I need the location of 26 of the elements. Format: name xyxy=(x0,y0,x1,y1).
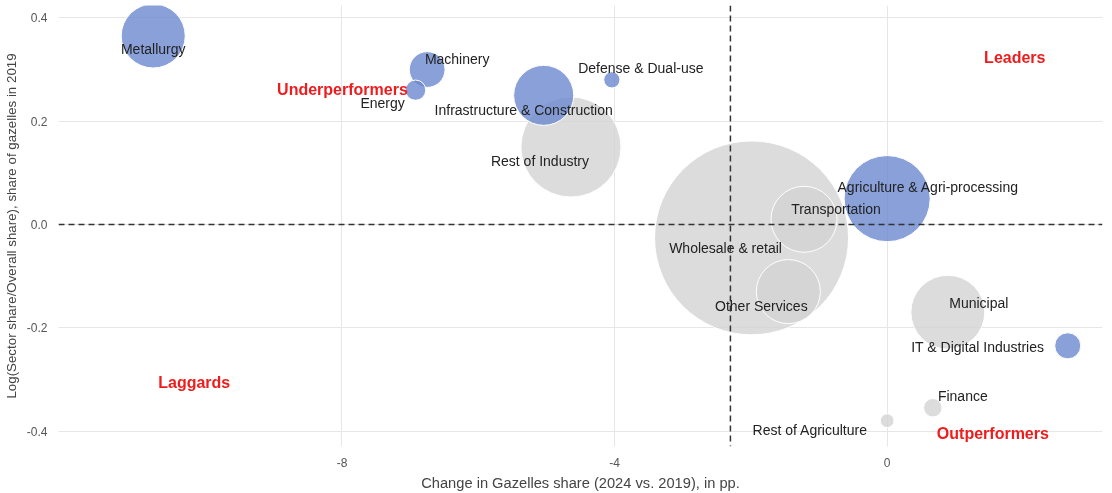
annotation: IT & Digital Industries xyxy=(911,338,1045,355)
annotation: Defense & Dual-use xyxy=(578,59,704,76)
annotation: Wholesale & retail xyxy=(669,239,782,256)
annotation: Rest of Industry xyxy=(490,152,589,169)
annotation: Other Services xyxy=(715,297,808,314)
x-tick-label: -8 xyxy=(336,455,348,470)
annotation: Outperformers xyxy=(936,424,1049,442)
annotation: Machinery xyxy=(424,50,490,67)
x-axis-title: Change in Gazelles share (2024 vs. 2019), in pp. xyxy=(421,474,740,491)
y-tick-label: 0.4 xyxy=(30,11,48,26)
annotation: Transportation xyxy=(791,201,881,218)
y-tick-label: 0.2 xyxy=(30,114,48,129)
annotation: Rest of Agriculture xyxy=(752,421,868,438)
annotation: Underperformers xyxy=(277,80,408,98)
y-tick-label: -0.4 xyxy=(26,424,48,439)
annotation: Laggards xyxy=(158,374,231,392)
y-axis-title: Log(Sector share/Overall share), share of gazelles in 2019 xyxy=(3,53,19,399)
annotation: Finance xyxy=(937,387,988,404)
x-tick-label: -4 xyxy=(609,455,621,470)
annotation: Municipal xyxy=(949,295,1009,312)
y-tick-label: 0.0 xyxy=(30,217,48,232)
annotation: Infrastructure & Construction xyxy=(434,102,613,119)
annotation: Leaders xyxy=(984,48,1046,66)
annotation: Energy xyxy=(360,95,405,112)
y-tick-label: -0.2 xyxy=(26,321,48,336)
x-tick-label: 0 xyxy=(883,455,891,470)
